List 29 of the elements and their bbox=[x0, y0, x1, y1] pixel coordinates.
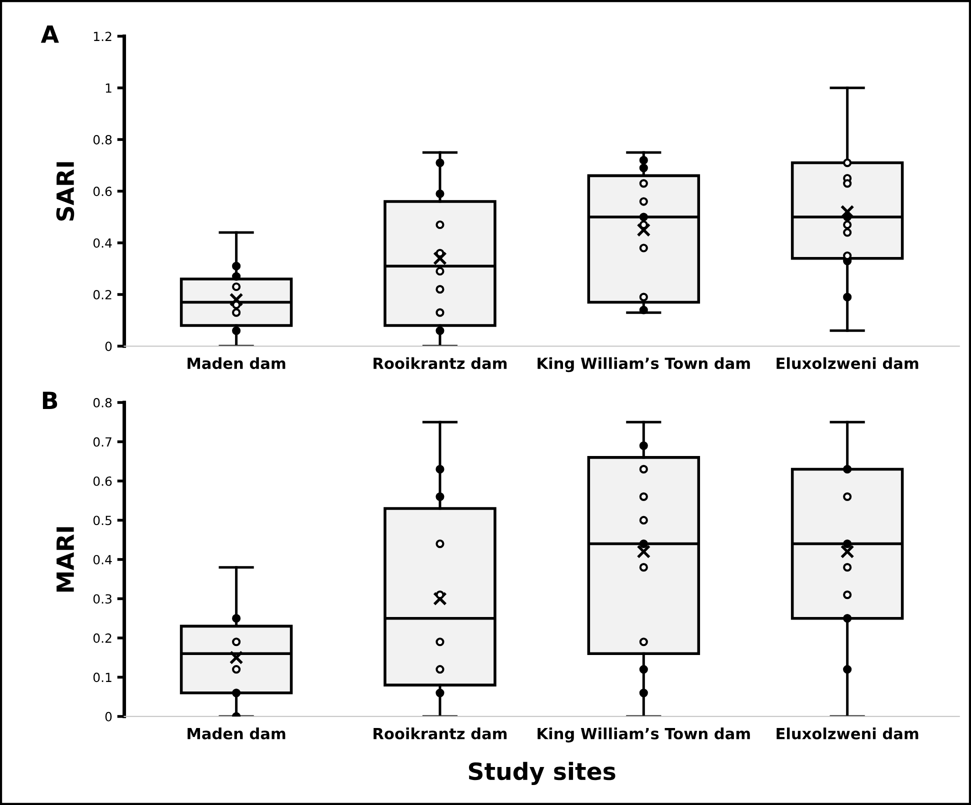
y-tick-label: 0.2 bbox=[93, 633, 112, 643]
y-tick-label: 0.8 bbox=[93, 398, 112, 408]
x-tick-label: Eluxolzweni dam bbox=[776, 728, 918, 740]
y-tick-label: 0.3 bbox=[93, 594, 112, 604]
y-axis-title: SARI bbox=[56, 162, 74, 221]
x-tick-label: Rooikrantz dam bbox=[374, 728, 507, 740]
x-axis-title: Study sites bbox=[468, 762, 616, 785]
y-tick-label: 0.4 bbox=[93, 238, 112, 248]
y-tick-label: 0.5 bbox=[93, 516, 112, 526]
y-axis-title: MARI bbox=[56, 527, 74, 592]
x-tick-label: Rooikrantz dam bbox=[374, 357, 507, 370]
x-tick-label: Maden dam bbox=[188, 728, 286, 740]
text: A bbox=[40, 26, 59, 43]
y-tick-label: 0.6 bbox=[93, 186, 112, 196]
y-tick-label: 0 bbox=[105, 342, 112, 352]
x-tick-label: King William’s Town dam bbox=[538, 357, 750, 372]
y-tick-label: 0.2 bbox=[93, 290, 112, 300]
x-tick-label: King William’s Town dam bbox=[538, 728, 750, 742]
y-tick-label: 0.7 bbox=[93, 437, 112, 447]
y-tick-label: 0.6 bbox=[93, 476, 112, 486]
x-tick-label: Eluxolzweni dam bbox=[776, 357, 918, 370]
x-tick-label: Maden dam bbox=[188, 357, 286, 370]
y-tick-label: 0 bbox=[105, 712, 112, 722]
y-tick-label: 0.4 bbox=[93, 554, 112, 564]
text: B bbox=[42, 392, 58, 410]
y-tick-label: 0.8 bbox=[93, 135, 112, 144]
y-tick-label: 1.2 bbox=[94, 32, 112, 41]
y-tick-label: 1 bbox=[106, 84, 112, 93]
y-tick-label: 0.1 bbox=[93, 672, 112, 682]
